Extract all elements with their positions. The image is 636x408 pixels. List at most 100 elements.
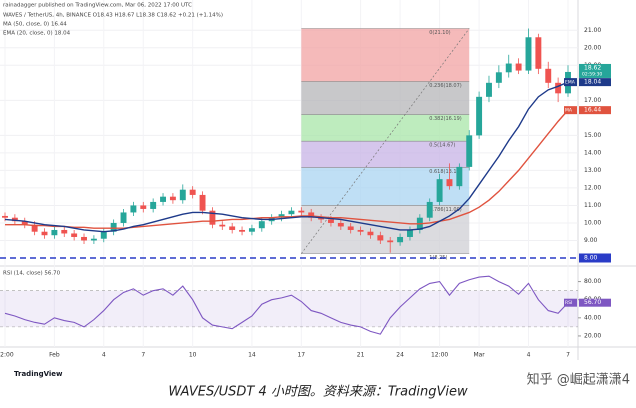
rsi-value-tag <box>579 298 611 307</box>
candle-body <box>298 210 305 213</box>
candle-body <box>387 240 394 243</box>
watermark: 知乎 @崛起潇潇4 <box>527 372 630 388</box>
x-tick-label: 24 <box>396 352 404 359</box>
rsi-line <box>4 275 569 335</box>
fib-zone <box>301 28 470 82</box>
brand: TradingView <box>14 370 63 378</box>
candle-body <box>51 229 58 236</box>
candle-body <box>100 231 107 239</box>
candle-body <box>318 217 325 220</box>
candle-body <box>436 179 443 202</box>
rsi-tick-label: 80.00 <box>584 278 601 285</box>
x-tick-label: 4 <box>527 352 531 359</box>
indicator-value-tag <box>579 106 611 115</box>
candle-body <box>189 189 196 195</box>
chart-title: WAVES / TetherUS, 4h, BINANCE O18.43 H18… <box>3 13 223 19</box>
rsi-tag-name: RSI <box>565 300 572 306</box>
candle-body <box>169 196 176 201</box>
candle-body <box>476 96 483 136</box>
candle-body <box>258 221 265 229</box>
fib-label: 0.236(18.07) <box>429 83 462 89</box>
candle-body <box>199 194 206 211</box>
indicator-value-tag <box>579 78 611 87</box>
support-label: 8.00 <box>584 254 598 261</box>
x-tick-label: 4 <box>102 352 106 359</box>
fib-label: 0.382(16.19) <box>429 116 462 122</box>
candle-body <box>407 229 413 237</box>
candle-body <box>219 224 226 227</box>
fib-trend <box>301 28 470 254</box>
candle-body <box>229 226 236 230</box>
y-tick-label: 20.00 <box>584 44 601 51</box>
candle-body <box>347 226 354 230</box>
candle-body <box>150 201 157 209</box>
candle-body <box>2 215 8 218</box>
x-tick-label: Feb <box>49 352 60 359</box>
caption: WAVES/USDT 4 小时图。资料来源：TradingView <box>168 385 468 400</box>
indicator-tag <box>564 106 577 115</box>
fib-label: 0.786(11.00) <box>429 207 462 213</box>
x-tick-label: 17 <box>297 352 305 359</box>
candle-body <box>535 37 542 69</box>
x-tick-label: 12:00 <box>0 352 14 359</box>
fib-label: 1(8.25) <box>429 255 447 261</box>
candle-body <box>456 166 463 187</box>
y-tick-label: 14.00 <box>584 149 601 156</box>
x-tick-label: 7 <box>141 352 145 359</box>
fib-label: 0(21.10) <box>429 30 450 36</box>
candle-body <box>120 212 127 223</box>
rsi-tag <box>564 298 577 307</box>
rsi-tick-label: 20.00 <box>584 332 601 339</box>
indicator-tag <box>564 78 577 87</box>
fib-label: 0.5(14.67) <box>429 143 455 149</box>
fib-label: 0.618(13.16) <box>429 169 462 175</box>
y-tick-label: 9.00 <box>584 237 598 244</box>
candle-body <box>426 201 433 218</box>
support-tag <box>579 253 611 263</box>
x-tick-label: 10 <box>189 352 197 359</box>
candle-body <box>21 221 28 225</box>
candle-body <box>130 205 137 213</box>
y-tick-label: 12.00 <box>584 184 601 191</box>
indicator-line <box>4 81 569 233</box>
candle-body <box>446 179 453 187</box>
price-tag <box>579 63 611 78</box>
candle-body <box>545 68 552 83</box>
candle-body <box>495 72 502 83</box>
candle-body <box>486 82 492 97</box>
legend-ma: MA (50, close, 0) 16.44 <box>3 22 67 28</box>
candle-body <box>160 196 166 202</box>
candle-body <box>278 214 285 218</box>
y-tick-label: 21.00 <box>584 27 601 34</box>
rsi-tick-label: 40.00 <box>584 314 601 321</box>
y-tick-label: 11.00 <box>584 202 601 209</box>
y-tick-label: 15.00 <box>584 132 601 139</box>
indicator-value: 16.44 <box>584 107 601 114</box>
fib-zone <box>301 81 470 115</box>
rsi-value: 56.70 <box>584 299 601 306</box>
candle-body <box>327 219 334 223</box>
candle-body <box>525 37 532 71</box>
candle-body <box>377 235 384 241</box>
y-tick-label: 17.00 <box>584 97 601 104</box>
fib-zone <box>301 114 470 142</box>
price-tag-value: 18.62 <box>584 64 601 71</box>
candle-body <box>555 82 562 94</box>
candle-body <box>179 189 186 201</box>
candle-body <box>397 236 404 243</box>
indicator-tag-name: EMA <box>565 80 576 86</box>
candle-body <box>209 210 216 225</box>
x-tick-label: 12:00 <box>431 352 448 359</box>
publisher: rainadagger published on TradingView.com… <box>3 3 192 9</box>
candle-body <box>248 228 255 232</box>
countdown: 02:59:30 <box>582 71 602 77</box>
legend-ema: EMA (20, close, 0) 18.04 <box>3 31 71 37</box>
fib-zone <box>301 141 470 168</box>
candle-body <box>357 229 364 232</box>
indicator-line <box>5 109 569 229</box>
candle-body <box>61 229 68 234</box>
fib-zone <box>301 205 470 254</box>
candle-body <box>239 229 246 232</box>
y-tick-label: 10.00 <box>584 219 601 226</box>
